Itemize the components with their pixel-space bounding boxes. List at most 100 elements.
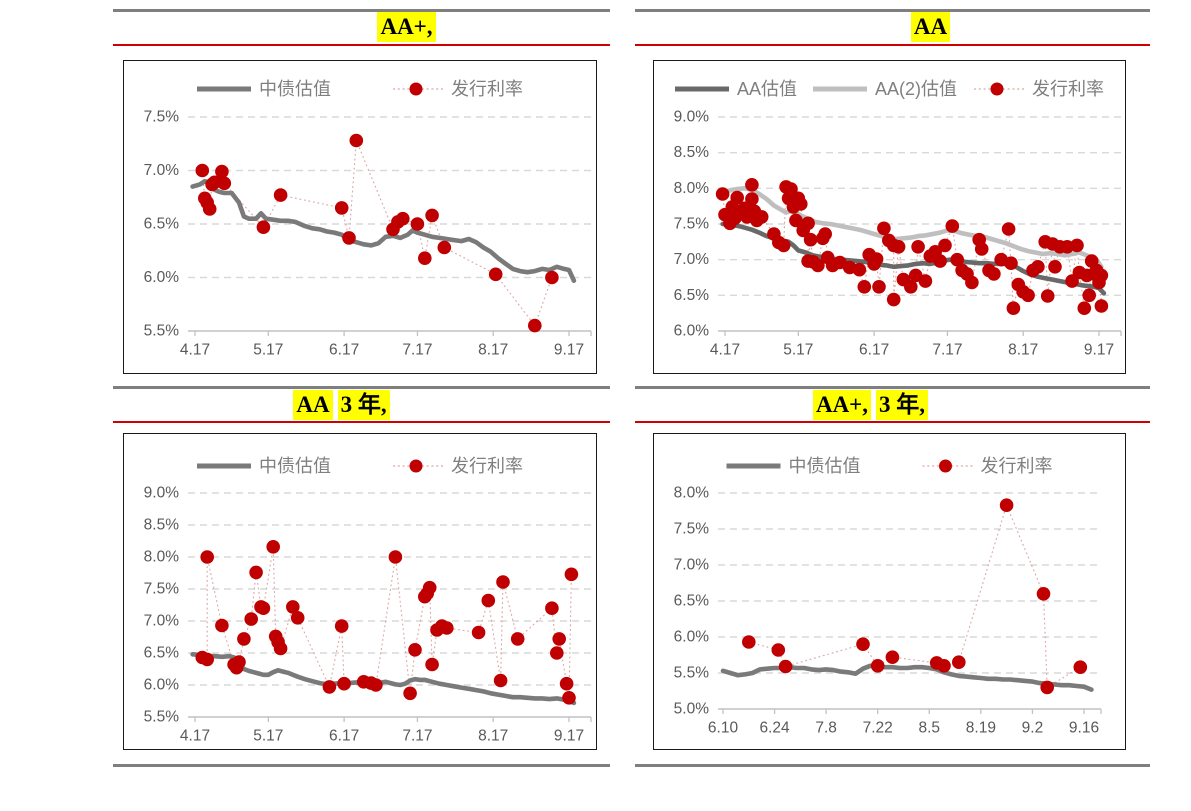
issuance-rate-dot [342,231,356,245]
issuance-rate-dot [256,601,271,615]
chart-area-aa-plus: 7.5% 7.0% 6.5% 6.0% 5.5% 4.17 5.17 6.17 7.17 8.17… [123,60,597,374]
issuance-rate-dot [784,182,798,196]
issuance-rate-dot [349,133,364,148]
chart-title: AA+, 3 年, [635,390,1150,422]
issuance-rate-dot [1070,238,1084,253]
issuance-rate-dot [937,659,951,673]
y-axis-tick-label: 6.5% [674,593,710,610]
x-axis-tick-label: 4.17 [710,342,740,359]
issuance-rate-dot [440,621,454,635]
issuance-rate-dot [200,652,214,667]
issuance-rate-dot [1036,587,1051,601]
issuance-rate-dot [388,550,403,564]
valuation-line-series [720,663,1094,692]
issuance-rate-dot [1082,288,1096,303]
x-axis-tick-label: 6.10 [708,720,739,737]
issuance-rate-dot [1021,288,1035,303]
issuance-rate-dot [803,232,818,247]
x-axis-tick-label: 8.17 [478,342,508,359]
x-axis-tick-label: 7.17 [402,728,432,745]
issuance-rate-dot [987,267,1001,281]
section-divider-bottom-left [113,764,610,767]
y-axis-tick-label: 6.5% [674,287,710,304]
chart-title-highlight: AA+, [377,12,436,42]
x-axis-tick-label: 6.17 [859,342,889,359]
issuance-rate-dot [891,240,906,254]
legend-label: 发行利率 [981,456,1053,476]
issuance-rate-dot [266,540,280,554]
issuance-rate-dot [244,612,258,626]
issuance-rate-dot [410,217,425,231]
x-axis-tick-label: 7.17 [402,342,432,359]
issuance-rate-dot [256,220,271,234]
chart-title-highlight: 3 年, [337,390,390,420]
chart-title-inner: AA [910,12,951,42]
issuance-rate-dot [742,635,756,649]
issuance-rate-dot [334,619,349,633]
chart-title-inner: AA+, 3 年, [812,390,929,420]
issuance-rate-dot [1004,256,1018,270]
issuance-rate-dot [408,643,422,657]
valuation-line-series [720,221,1107,296]
issuance-rate-dot [778,659,793,674]
issuance-rate-dot [870,659,885,673]
y-axis-tick-label: 7.0% [674,557,710,574]
issuance-rate-dot [334,201,349,215]
x-axis-tick-label: 5.17 [253,342,283,359]
issuance-rate-dot [776,238,791,253]
legend-dot-sample [990,82,1004,96]
issuance-rate-dot [1040,289,1055,303]
legend-label: 中债估值 [259,456,331,476]
y-axis-tick-label: 9.0% [144,485,180,502]
x-axis-tick-label: 9.16 [1069,720,1099,737]
issuance-rate-dot [422,580,437,595]
issuance-rate-dot [811,258,825,273]
y-axis-tick-label: 7.0% [144,162,180,179]
issuance-rate-dot [273,188,288,202]
legend-dot-sample [409,459,423,473]
issuance-rate-dot [290,611,305,625]
chart-canvas: 7.5% 7.0% 6.5% 6.0% 5.5%4.17 5.17 6.17 7.17 8.17… [144,79,592,359]
issuance-rate-dot [869,252,884,266]
issuance-rate-dot [202,202,217,216]
x-axis-tick-label: 8.19 [966,720,996,737]
issuance-rate-dot [886,292,901,307]
x-axis-tick-label: 8.17 [478,728,508,745]
issuance-rate-dot [911,240,925,254]
issuance-rate-dot [1094,268,1109,283]
issuance-rate-dot [852,262,867,277]
issuance-rate-dot [857,280,872,294]
issuance-rate-dot [369,678,383,692]
y-axis-tick-label: 6.0% [144,677,180,694]
issuance-rate-dot [425,657,439,672]
legend-label: AA估值 [737,79,797,99]
issuance-rate-dot [789,213,803,228]
chart-area-aa: 9.0% 8.5% 8.0% 7.5% 7.0% 6.5% 6.0% 4.17 5.17 6.17… [653,60,1126,374]
chart-title-highlight: AA [910,12,951,42]
scatter-connector-line [748,503,1081,689]
issuance-rate-dot [1048,260,1062,274]
chart-title-highlight: 3 年, [876,390,929,420]
y-axis-tick-label: 5.0% [674,701,710,718]
issuance-rate-dot [771,643,786,657]
issuance-rate-dot [974,242,989,256]
scatter-connector-line [201,140,553,327]
chart-area-aa-3y: 9.0% 8.5% 8.0% 7.5% 7.0% 6.5% 6.0% 5.5% 4.17 5.17… [123,433,597,750]
issuance-rate-dot [545,601,559,615]
issuance-rate-dot [396,211,410,226]
title-underline [635,44,1150,46]
chart-title: AA [635,12,1150,44]
x-axis-tick-label: 9.17 [554,342,584,359]
x-axis-tick-label: 6.24 [759,720,790,737]
y-axis-tick-label: 6.5% [144,216,180,233]
issuance-rate-dot [965,275,979,290]
x-axis-tick-label: 4.17 [180,728,210,745]
legend-label: AA(2)估值 [875,79,957,99]
chart-canvas: 9.0% 8.5% 8.0% 7.5% 7.0% 6.5% 6.0% 5.5%4.17 5.17… [144,456,592,745]
issuance-rate-dot [215,164,229,179]
issuance-rate-dot [938,238,952,253]
issuance-rate-dot [437,240,452,255]
y-axis-tick-label: 7.5% [144,109,180,126]
issuance-rate-dot [481,593,496,608]
issuance-rate-dot [562,691,576,705]
